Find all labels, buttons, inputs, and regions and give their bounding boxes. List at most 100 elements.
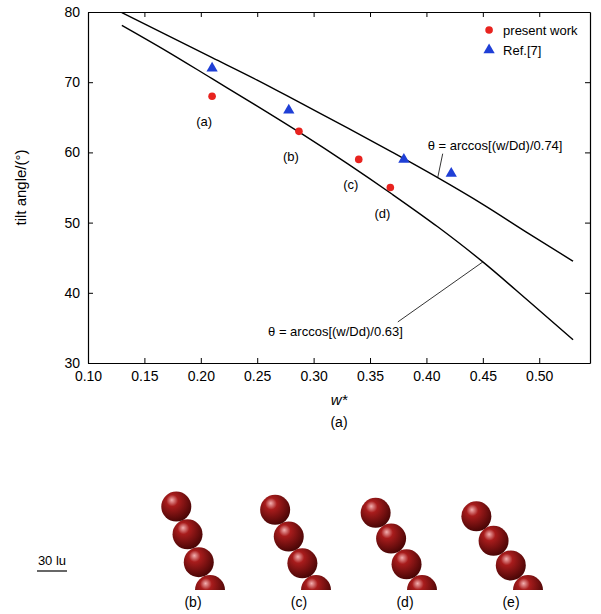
tick-mark (314, 12, 315, 17)
sphere (173, 519, 203, 549)
x-top-tick (483, 12, 484, 17)
tick-mark (483, 358, 484, 363)
y-right-tick (585, 223, 590, 224)
tick-mark (88, 223, 93, 224)
legend-entry: Ref.[7] (483, 43, 541, 58)
x-top-tick (314, 12, 315, 17)
leader-line (438, 154, 443, 178)
legend-marker (485, 26, 493, 34)
curve (122, 25, 573, 339)
y-tick: 40 (64, 285, 93, 301)
x-top-axis (89, 12, 591, 17)
sphere-chain (161, 492, 225, 590)
panel-caption: (c) (291, 594, 307, 610)
point (446, 167, 457, 177)
tick-mark (585, 223, 590, 224)
y-tick: 80 (64, 4, 93, 20)
y-tick: 30 (64, 355, 93, 371)
point-label: (a) (196, 114, 212, 129)
tick-mark (201, 12, 202, 17)
sphere (287, 548, 317, 578)
tick-mark (585, 82, 590, 83)
axis-line (89, 363, 591, 364)
x-tick: 0.45 (470, 358, 497, 384)
y-right-tick (585, 363, 590, 364)
plot-area (122, 13, 573, 340)
x-tick: 0.25 (244, 358, 271, 384)
panel-caption: (e) (502, 594, 519, 610)
caption: (a) (330, 414, 347, 430)
x-axis: 0.100.150.200.250.300.350.400.450.50 (75, 358, 591, 384)
point-labels: (a)(b)(c)(d) (196, 114, 390, 220)
x-top-tick (201, 12, 202, 17)
tick-label: 0.35 (357, 368, 384, 384)
tick-mark (88, 12, 93, 13)
sphere (392, 549, 422, 579)
tick-mark (88, 293, 93, 294)
x-tick: 0.40 (413, 358, 440, 384)
tick-mark (539, 12, 540, 17)
tick-label: 0.45 (470, 368, 497, 384)
sphere-chain (361, 498, 437, 590)
tick-mark (585, 12, 590, 13)
tick-mark (257, 12, 258, 17)
tick-mark (257, 358, 258, 363)
tick-mark (370, 358, 371, 363)
x-top-tick (144, 12, 145, 17)
tick-mark (483, 12, 484, 17)
y-tick: 50 (64, 215, 93, 231)
y-right-tick (585, 82, 590, 83)
tick-label: 70 (64, 74, 80, 90)
sphere-panels: (b)(c)(d)(e)30 lu (37, 492, 543, 610)
x-top-tick (539, 12, 540, 17)
scale-bar (37, 570, 67, 571)
sphere (184, 547, 214, 577)
tick-label: 0.15 (131, 368, 158, 384)
tick-mark (370, 12, 371, 17)
tick-mark (585, 363, 590, 364)
sphere (461, 501, 491, 531)
tick-mark (144, 12, 145, 17)
tick-mark (426, 12, 427, 17)
sphere-chain (260, 495, 331, 590)
tick-mark (585, 152, 590, 153)
tick-mark (88, 152, 93, 153)
figure: 0.100.150.200.250.300.350.400.450.503040… (0, 0, 601, 614)
sphere (376, 524, 406, 554)
curve (122, 13, 573, 262)
y-axis-title: tilt angle/(°) (12, 149, 29, 225)
tick-mark (585, 293, 590, 294)
tick-label: 50 (64, 215, 80, 231)
tick-label: 0.30 (300, 368, 327, 384)
tick-label: 30 (64, 355, 80, 371)
annotations: θ = arccos[(w/Dd)/0.74]θ = arccos[(w/Dd)… (268, 138, 562, 339)
tick-label: 80 (64, 4, 80, 20)
tick-mark (88, 363, 93, 364)
sphere (195, 575, 225, 590)
x-tick: 0.35 (357, 358, 384, 384)
x-tick: 0.50 (526, 358, 553, 384)
tick-label: 40 (64, 285, 80, 301)
point (283, 104, 294, 114)
tick-label: 0.40 (413, 368, 440, 384)
scale-bar-label: 30 lu (38, 553, 66, 568)
sphere (496, 550, 526, 580)
x-top-tick (370, 12, 371, 17)
x-top-tick (257, 12, 258, 17)
y-tick: 70 (64, 74, 93, 90)
x-tick: 0.20 (188, 358, 215, 384)
y-right-tick (585, 293, 590, 294)
point-label: (b) (283, 149, 299, 164)
point (387, 184, 395, 192)
panel-caption: (d) (396, 594, 413, 610)
x-tick: 0.30 (300, 358, 327, 384)
sphere (274, 522, 304, 552)
point-label: (c) (343, 177, 358, 192)
legend: present workRef.[7] (483, 23, 578, 58)
sphere-chain (461, 501, 543, 590)
tick-label: 0.25 (244, 368, 271, 384)
point (206, 62, 217, 72)
tick-mark (426, 358, 427, 363)
tick-mark (88, 82, 93, 83)
tick-label: 0.20 (188, 368, 215, 384)
